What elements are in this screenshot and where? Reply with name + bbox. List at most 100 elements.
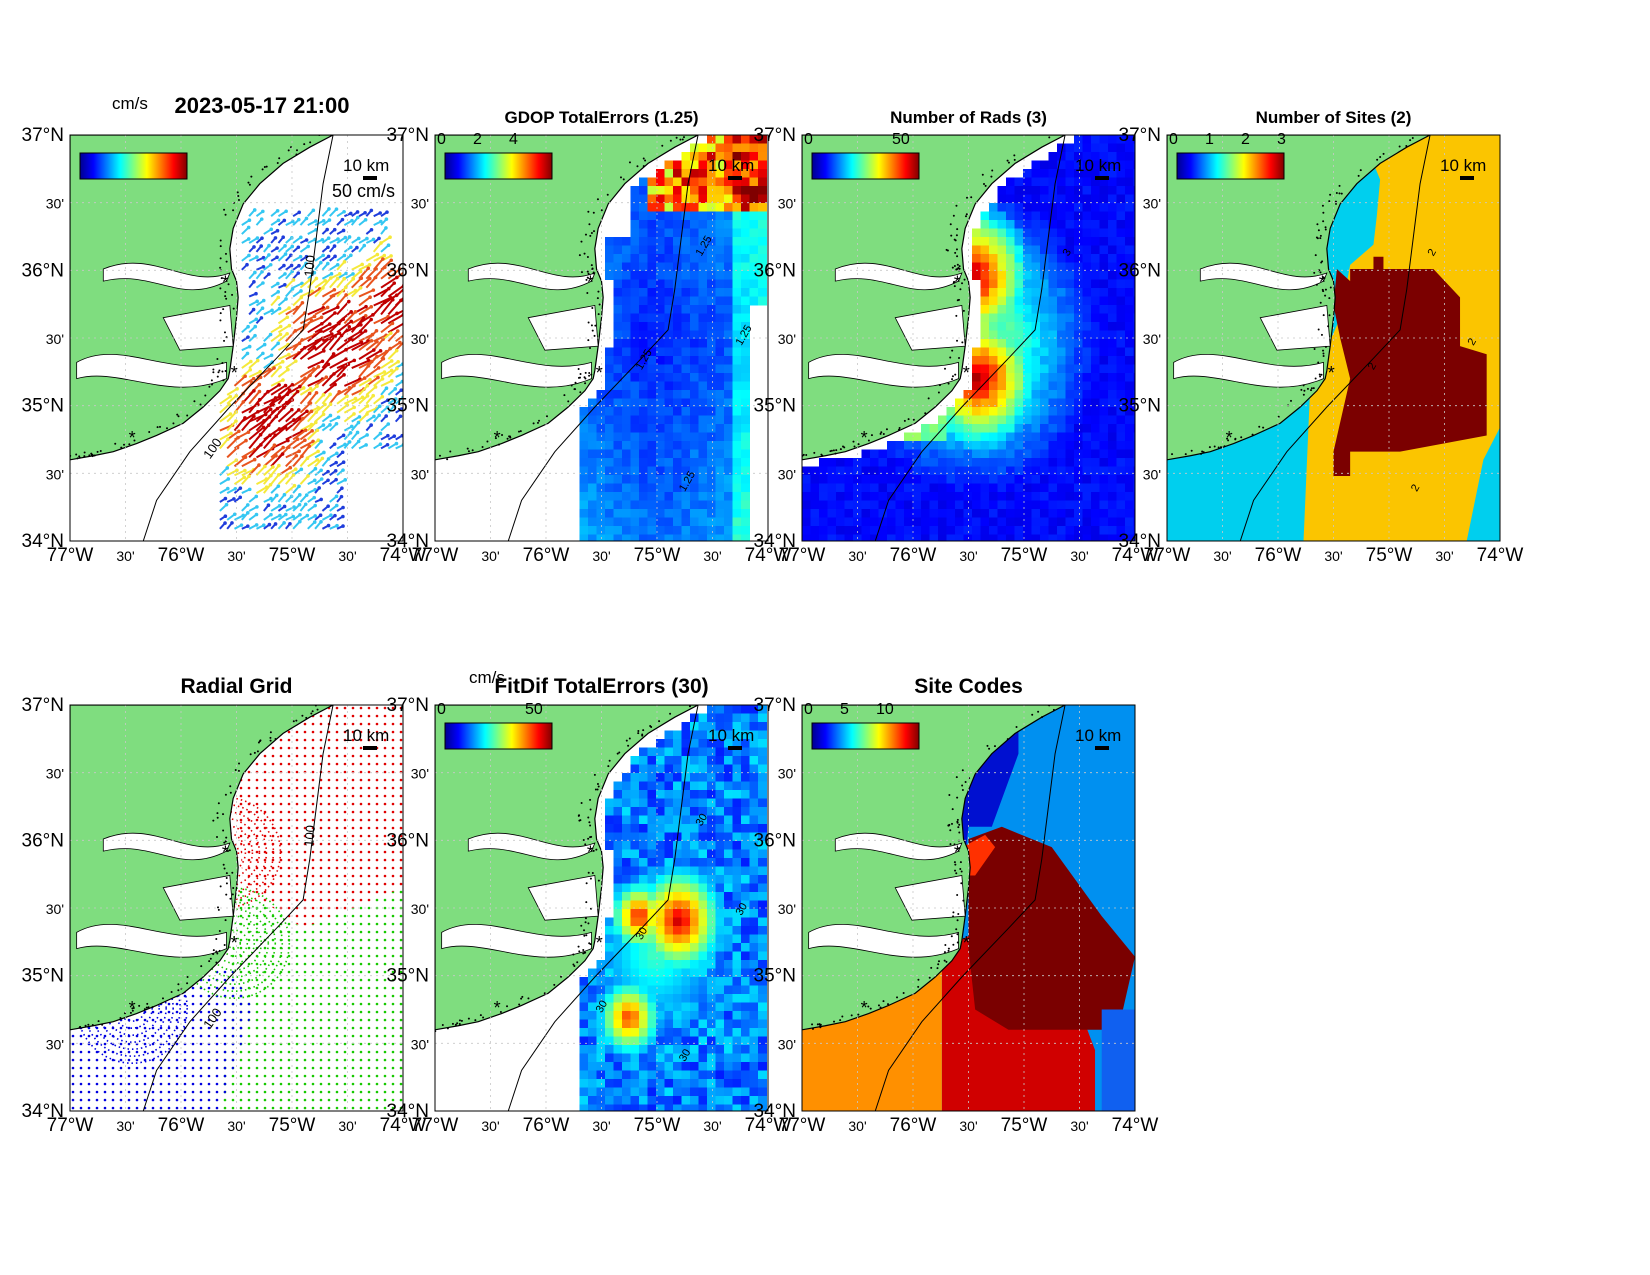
colorbar: [811, 152, 920, 180]
lat-tick-label: 36°N: [754, 260, 796, 281]
albemarle-sound: [1199, 262, 1328, 291]
colorbar: [1176, 152, 1285, 180]
lat-tick-label: 36°N: [754, 830, 796, 851]
lat-tick-label: 30': [411, 331, 429, 347]
radar-site-marker: *: [1328, 363, 1335, 383]
scale-bar: [728, 176, 742, 180]
data-field: [219, 207, 403, 530]
lon-tick-label: 77°W: [47, 545, 94, 566]
lon-tick-label: 77°W: [1144, 545, 1191, 566]
isobath-100: [507, 705, 699, 1111]
lon-tick-label: 74°W: [745, 545, 792, 566]
lat-tick-label: 34°N: [754, 1101, 796, 1122]
lon-tick-label: 76°W: [890, 545, 937, 566]
lon-tick-label: 30': [1435, 548, 1453, 564]
lon-tick-label: 30': [227, 548, 245, 564]
axes-frame: [69, 134, 404, 542]
map-body: * * *: [70, 135, 403, 541]
colorbar: [444, 722, 553, 750]
panel-fitdif: * * * 10 km 77°W 30' 76°W 30' 75°W 30' 74°W 37°N 30'…: [387, 668, 792, 1136]
lon-tick-label: 75°W: [269, 1115, 316, 1136]
contour-label: 30: [594, 998, 611, 1015]
colorbar-tick: 50: [525, 701, 543, 718]
lat-tick-label: 35°N: [754, 966, 796, 987]
albemarle-sound: [467, 262, 596, 291]
scale-bar: [1095, 746, 1109, 750]
lon-tick-label: 74°W: [380, 545, 427, 566]
pamlico-sound: [808, 924, 959, 958]
lat-tick-label: 37°N: [387, 125, 429, 146]
radar-site-marker: *: [596, 363, 603, 383]
lon-tick-label: 30': [338, 1118, 356, 1134]
panel-nsites: * * * 10 km 77°W 30' 76°W 30' 75°W 30' 74°W 37°N 30'…: [1119, 108, 1524, 566]
lat-tick-label: 30': [46, 1036, 64, 1052]
data-field: [802, 135, 1135, 541]
scale-label: 10 km: [1440, 156, 1486, 175]
panel-sitecodes: * * * 10 km 77°W 30' 76°W 30' 75°W 30' 74°W 37°N 30'…: [754, 675, 1159, 1136]
lon-tick-label: 76°W: [523, 545, 570, 566]
lat-tick-label: 36°N: [387, 830, 429, 851]
lat-tick-label: 34°N: [387, 531, 429, 552]
axes-frame: [434, 704, 769, 1112]
map-body: * * *: [70, 705, 403, 1111]
albemarle-sound: [467, 832, 596, 861]
lon-tick-label: 77°W: [47, 1115, 94, 1136]
axes-frame: [801, 704, 1136, 1112]
colorbar-tick: 4: [509, 131, 518, 148]
lat-tick-label: 35°N: [22, 966, 64, 987]
lat-tick-label: 30': [46, 901, 64, 917]
colorbar-tick: 10: [876, 701, 894, 718]
panel-title: Number of Rads (3): [890, 108, 1047, 127]
panel-currents: * * * 10 km 77°W 30' 76°W 30' 75°W 30' 74°W 37°N 30'…: [22, 94, 427, 566]
radar-site-marker: *: [596, 933, 603, 953]
lon-tick-label: 75°W: [1366, 545, 1413, 566]
scale-bar: [728, 746, 742, 750]
map-body: * * *: [802, 705, 1135, 1111]
radar-site-marker: *: [222, 273, 229, 293]
colorbar: [444, 152, 553, 180]
radar-site-marker: *: [954, 843, 961, 863]
axes-frame: [69, 704, 404, 1112]
lon-tick-label: 74°W: [1112, 545, 1159, 566]
lat-tick-label: 35°N: [387, 396, 429, 417]
data-field: [579, 135, 767, 541]
pamlico-sound: [808, 354, 959, 388]
lon-tick-label: 30': [703, 1118, 721, 1134]
lon-tick-label: 77°W: [779, 1115, 826, 1136]
lat-tick-label: 37°N: [754, 695, 796, 716]
scale-bar: [363, 176, 377, 180]
lon-tick-label: 30': [481, 1118, 499, 1134]
axes-frame: [1166, 134, 1501, 542]
lat-tick-label: 37°N: [1119, 125, 1161, 146]
pamlico-sound: [441, 924, 592, 958]
isobath-100: [874, 705, 1066, 1111]
colorbar-tick: 0: [1169, 131, 1178, 148]
lat-tick-label: 35°N: [387, 966, 429, 987]
contour-label: 2: [1466, 336, 1479, 347]
panel-title: GDOP TotalErrors (1.25): [505, 108, 699, 127]
colorbar-tick: 5: [840, 701, 849, 718]
panel-title: Site Codes: [914, 675, 1023, 698]
radar-site-marker: *: [963, 933, 970, 953]
lon-tick-label: 77°W: [412, 545, 459, 566]
scale-label: 10 km: [343, 726, 389, 745]
lon-tick-label: 74°W: [1112, 1115, 1159, 1136]
lat-tick-label: 30': [46, 196, 64, 212]
isobath-100: [874, 135, 1066, 541]
colorbar-units: cm/s: [469, 668, 505, 687]
colorbar: [79, 152, 188, 180]
lon-tick-label: 30': [592, 548, 610, 564]
colorbar-tick: 0: [437, 131, 446, 148]
radar-site-marker: *: [231, 933, 238, 953]
scale-label: 10 km: [1075, 156, 1121, 175]
map-body: * * *: [435, 705, 768, 1111]
lat-tick-label: 36°N: [22, 260, 64, 281]
panel-title: FitDif TotalErrors (30): [494, 675, 708, 698]
colorbar-tick: 2: [1241, 131, 1250, 148]
lat-tick-label: 30': [778, 331, 796, 347]
lat-tick-label: 30': [1143, 331, 1161, 347]
colorbar-tick: 2: [473, 131, 482, 148]
contour-label: 30: [734, 901, 751, 918]
scale-label: 10 km: [1075, 726, 1121, 745]
